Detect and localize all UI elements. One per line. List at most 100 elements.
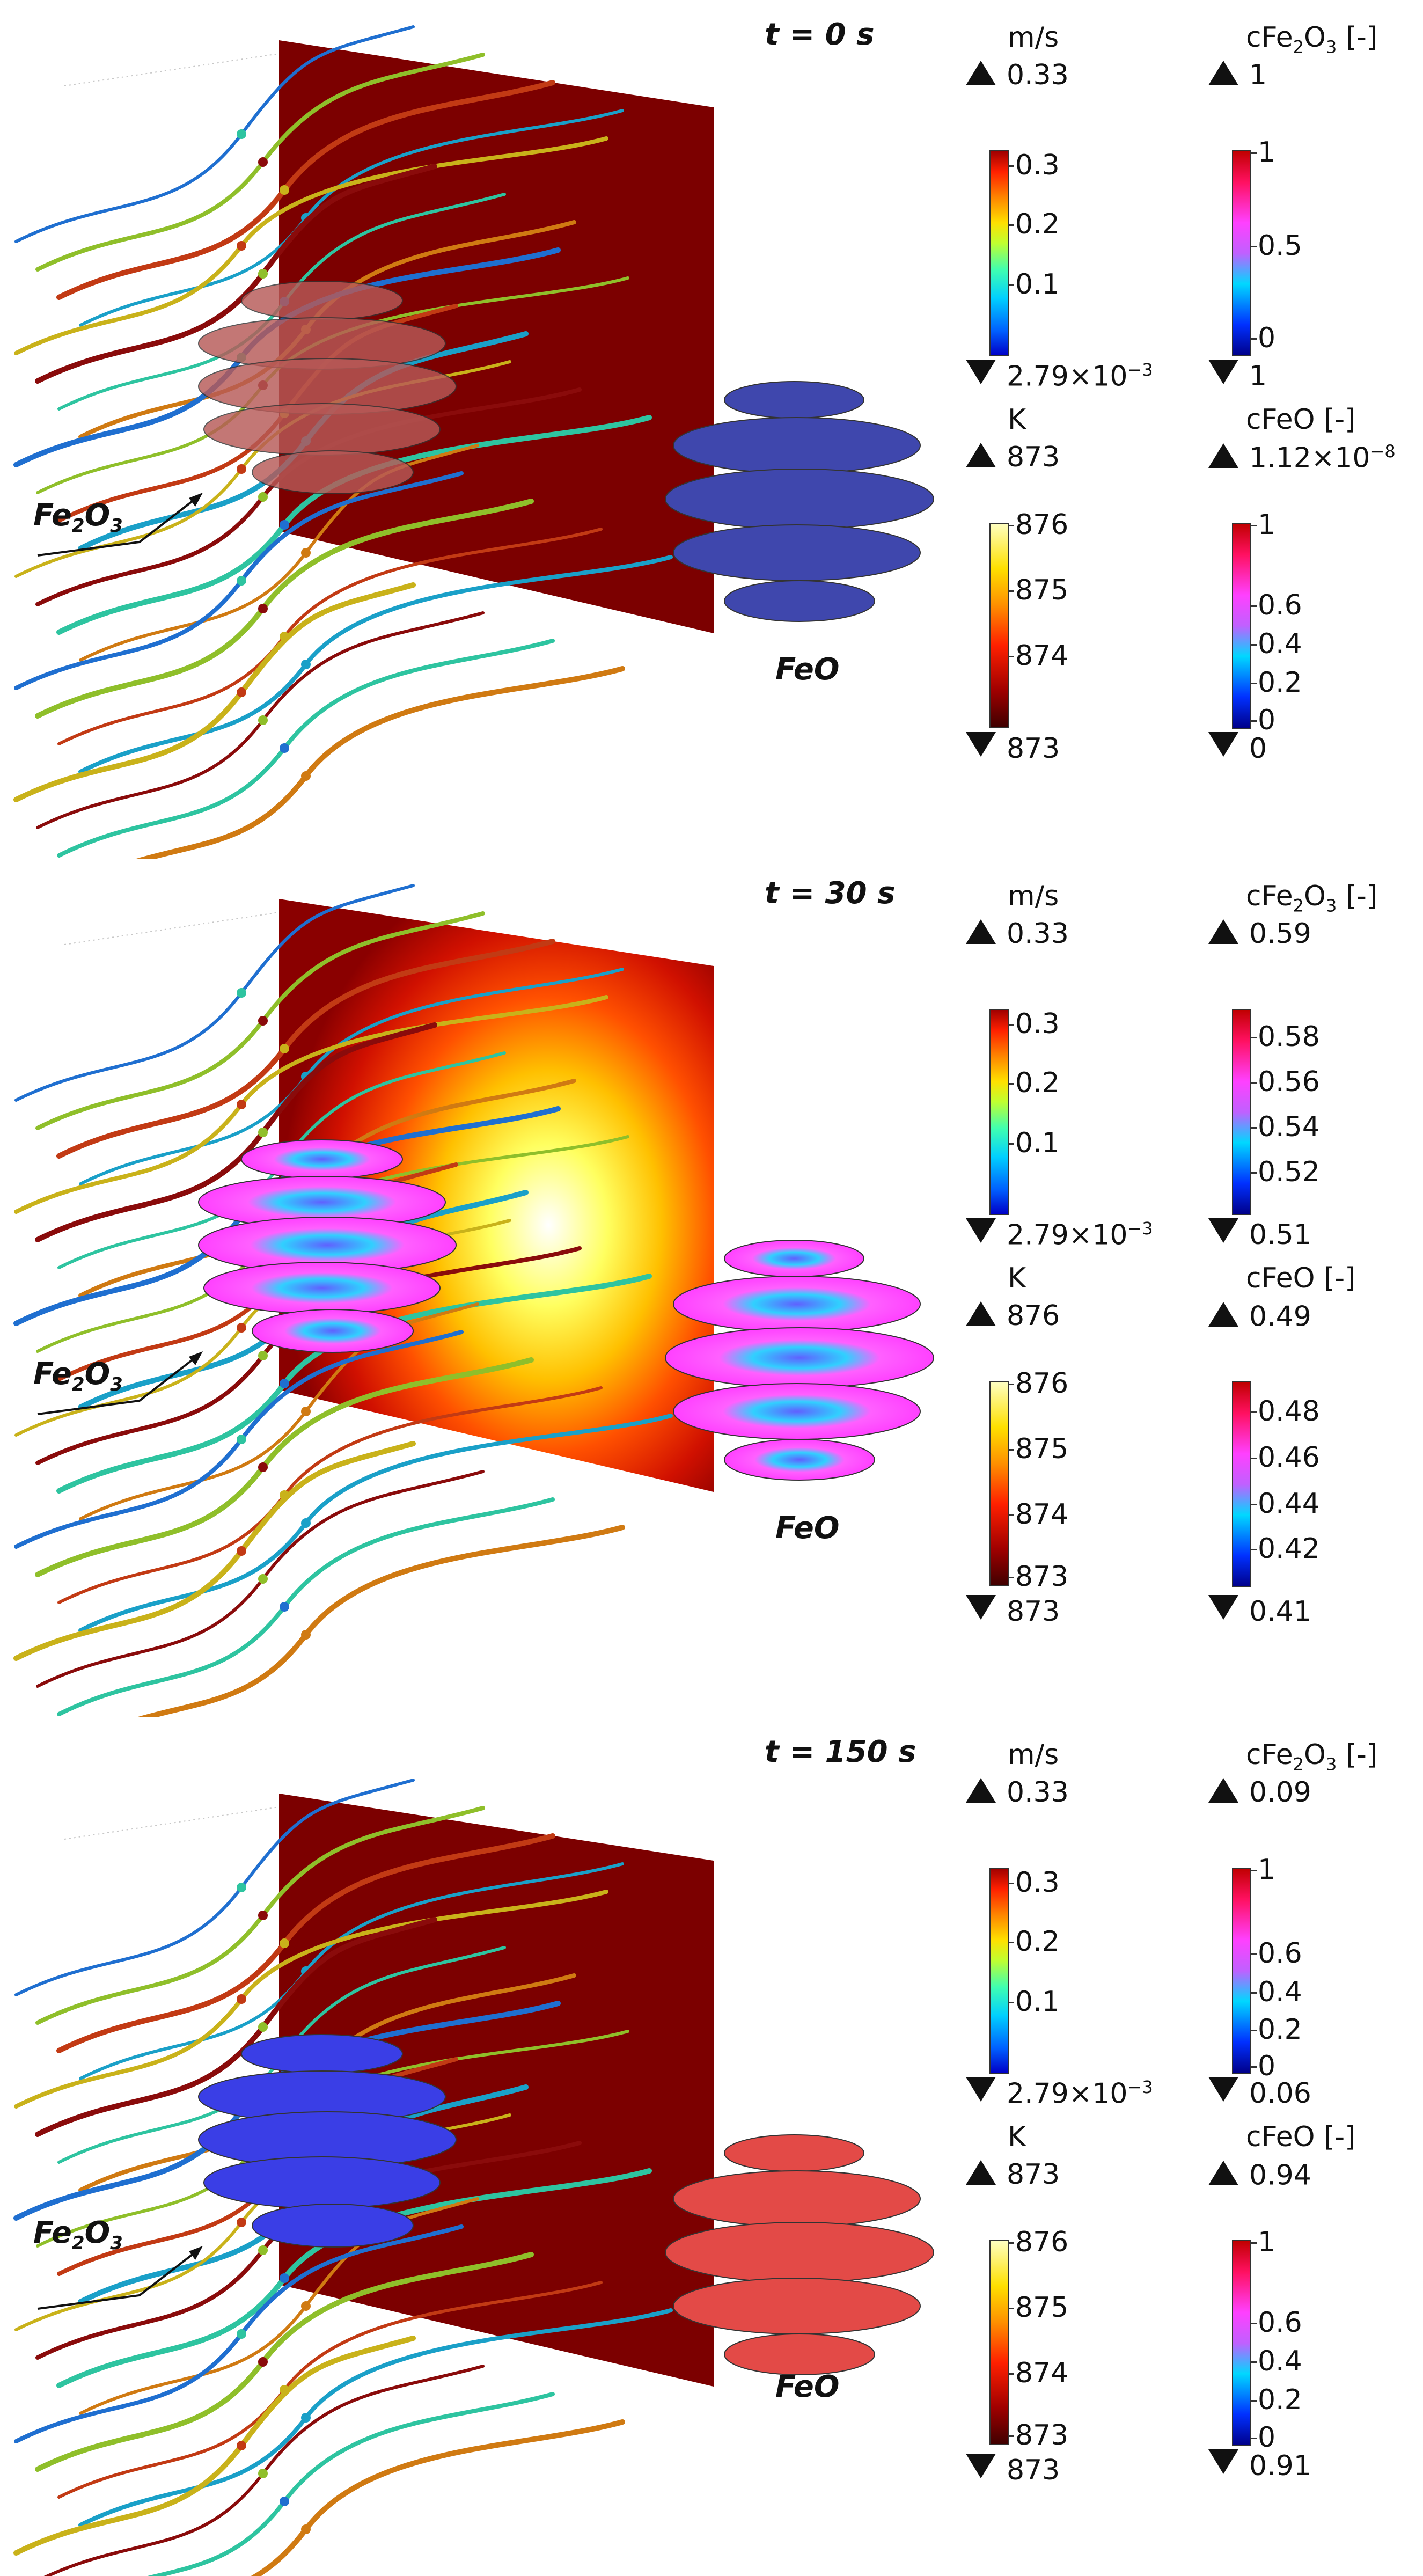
streamline-marker: [237, 2329, 246, 2339]
fe2o3-particle-disk: [241, 2034, 403, 2074]
colorbar: [989, 523, 1009, 728]
legend-max: 0.09: [1208, 1776, 1311, 1809]
scene-3d: [13, 884, 934, 1717]
legend-max: 873: [966, 2158, 1060, 2191]
tick: 1: [1250, 1854, 1276, 1886]
streamline-marker: [237, 464, 246, 474]
legend-min: 1: [1208, 360, 1267, 392]
tick: 0.2: [1008, 1926, 1060, 1958]
tick: 876: [1007, 2226, 1069, 2258]
streamline-marker: [280, 1379, 289, 1388]
tick: 0.4: [1250, 628, 1302, 660]
tick: 0.46: [1250, 1441, 1320, 1474]
streamline-marker: [258, 604, 268, 613]
streamline-marker: [237, 241, 246, 251]
streamline-marker: [258, 1911, 268, 1920]
legend-unit: cFe2O3 [-]: [1246, 880, 1378, 916]
panel-t30: t = 30 s Fe2O3 FeO m/s 0.33 0.3 0.2 0.1 …: [0, 859, 1423, 1717]
streamline-marker: [237, 1435, 246, 1444]
tick: 0: [1250, 322, 1276, 354]
tick: 874: [1007, 640, 1069, 672]
tick: 0: [1250, 2421, 1276, 2454]
legend-unit: cFeO [-]: [1246, 2121, 1356, 2153]
arrowhead: [189, 1351, 203, 1365]
feo-label: FeO: [775, 1511, 840, 1546]
tick: 0.6: [1250, 2307, 1302, 2339]
streamline-marker: [280, 2273, 289, 2283]
legend-max: 873: [966, 441, 1060, 473]
tick: 1: [1250, 2226, 1276, 2258]
tick: 0: [1250, 2050, 1276, 2082]
legend-min: 873: [966, 732, 1060, 765]
legend-unit: K: [1008, 2121, 1026, 2153]
tick: 0.6: [1250, 589, 1302, 621]
tick: 0.3: [1008, 1867, 1060, 1899]
streamline: [136, 666, 625, 859]
feo-particle-disk: [724, 1240, 864, 1277]
fe2o3-pointer: [138, 495, 200, 543]
legend-min: 0.06: [1208, 2077, 1311, 2110]
legend-unit: m/s: [1008, 21, 1059, 54]
legend-max: 1: [1208, 59, 1267, 91]
tick: 0.2: [1008, 208, 1060, 240]
arrowhead: [189, 493, 203, 507]
streamline-marker: [258, 1128, 268, 1137]
fe2o3-underline: [37, 1400, 140, 1415]
streamline-marker: [237, 1994, 246, 2004]
streamline-marker: [301, 771, 311, 781]
feo-particle-disk: [673, 524, 921, 581]
colorbar: [989, 1868, 1009, 2074]
legend-min: 0.41: [1208, 1595, 1311, 1628]
streamline: [35, 164, 437, 384]
colorbar: [1232, 1009, 1251, 1215]
streamline: [79, 968, 624, 1185]
tick: 0.1: [1008, 1127, 1060, 1159]
legend-min: 0.91: [1208, 2449, 1311, 2482]
legend-unit: cFeO [-]: [1246, 404, 1356, 436]
legend-min: 0: [1208, 732, 1267, 765]
tick: 0.2: [1250, 2384, 1302, 2416]
streamline-marker: [258, 492, 268, 502]
streamline-marker: [237, 687, 246, 697]
legend-min: 2.79×10−3: [966, 1218, 1153, 1251]
streamline: [56, 1274, 652, 1494]
streamline-marker: [258, 269, 268, 279]
streamline: [35, 2141, 582, 2360]
tick: 875: [1007, 2292, 1069, 2324]
tick: 0.52: [1250, 1156, 1320, 1188]
streamline-marker: [258, 1462, 268, 1472]
colorbar: [989, 150, 1009, 356]
streamline: [78, 555, 673, 774]
streamline: [14, 995, 608, 1214]
feo-label: FeO: [775, 2369, 840, 2404]
feo-particle-disk: [665, 469, 934, 530]
axis-line: [64, 912, 280, 945]
streamline-marker: [280, 1602, 289, 1612]
legend-max: 0.94: [1208, 2158, 1311, 2191]
tick: 0.2: [1250, 2014, 1302, 2046]
legend-unit: cFe2O3 [-]: [1246, 1739, 1378, 1775]
tick: 1: [1250, 136, 1276, 169]
fe2o3-underline: [37, 2294, 140, 2310]
legend-unit: cFeO [-]: [1246, 1262, 1356, 1294]
time-label: t = 30 s: [765, 876, 896, 911]
streamline: [14, 136, 608, 355]
time-label: t = 0 s: [765, 17, 875, 52]
streamline-marker: [237, 1546, 246, 1556]
feo-particle-disk: [673, 417, 921, 474]
legend-unit: K: [1008, 1262, 1026, 1294]
legend-min: 873: [966, 2454, 1060, 2486]
streamline-marker: [301, 2413, 311, 2423]
fe2o3-label: Fe2O3: [33, 1357, 123, 1396]
tick: 873: [1007, 2419, 1069, 2451]
fe2o3-label: Fe2O3: [33, 2215, 123, 2255]
tick: 874: [1007, 2357, 1069, 2389]
colorbar: [1232, 523, 1251, 729]
feo-particle-disk: [665, 2222, 934, 2283]
tick: 1: [1250, 509, 1276, 541]
streamline: [35, 1022, 437, 1242]
time-label: t = 150 s: [765, 1735, 916, 1769]
fe2o3-pointer: [138, 2249, 200, 2296]
tick: 0.1: [1008, 1986, 1060, 2018]
streamline: [57, 1386, 603, 1604]
